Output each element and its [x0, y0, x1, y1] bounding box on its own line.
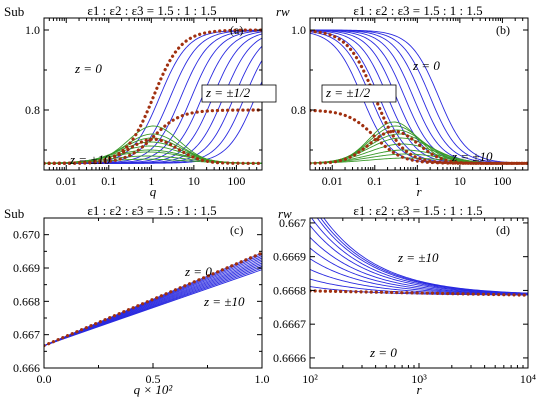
- x-tick-label: 10: [454, 174, 466, 188]
- x-tick-label: 0.1: [101, 174, 116, 188]
- x-tick-label: 10⁴: [520, 372, 536, 386]
- x-axis-label: q × 10²: [134, 382, 174, 397]
- x-axis-label: r: [416, 382, 422, 397]
- plot-area-b: [310, 29, 528, 165]
- series-line-z0: [44, 251, 262, 348]
- series-line-hump: [310, 129, 528, 165]
- y-tick-label: 0.667: [13, 328, 40, 342]
- panel-letter: (a): [230, 23, 243, 37]
- y-tick-label: 0.667: [279, 216, 306, 230]
- annotation-label: z = ±10: [451, 149, 493, 164]
- y-tick-label: 0.668: [13, 294, 40, 308]
- y-axis-label: rw: [278, 206, 292, 221]
- panel-letter: (c): [230, 223, 243, 237]
- plot-area-c: [44, 251, 262, 348]
- panel-title: ε1 : ε2 : ε3 = 1.5 : 1 : 1.5: [353, 3, 482, 18]
- annotation-label: z = ±1/2: [325, 85, 371, 100]
- y-tick-label: 1.0: [291, 23, 306, 37]
- panel-c: 0.0 0.5 1.0 0.666 0.667 0.668 0.669 0.670 ε1 : ε…: [4, 203, 270, 397]
- y-tick-label: 0.670: [13, 228, 40, 242]
- x-tick-label: 100: [227, 174, 245, 188]
- x-tick-label: 1: [148, 174, 154, 188]
- series-line-blue: [310, 29, 528, 164]
- y-tick-label: 0.6669: [273, 250, 306, 264]
- series-line-hump: [44, 137, 262, 165]
- series-line-blue: [310, 225, 528, 295]
- y-tick-label: 0.6666: [273, 351, 306, 365]
- plot-area-a: [44, 28, 262, 165]
- panel-title: ε1 : ε2 : ε3 = 1.5 : 1 : 1.5: [87, 203, 216, 218]
- annotation-box: [201, 84, 277, 103]
- y-tick-label: 0.669: [13, 261, 40, 275]
- x-tick-label: 100: [493, 174, 511, 188]
- panel-letter: (d): [496, 223, 510, 237]
- x-tick-label: 10: [188, 174, 200, 188]
- annotation-label: z = ±10: [203, 294, 245, 309]
- series-line-zhalf: [310, 108, 528, 165]
- annotation-box: [321, 84, 397, 103]
- panel-d: 10² 10³ 10⁴ 0.6666 0.6667 0.6668 0.6669 0.667 ε1…: [273, 203, 536, 397]
- x-tick-label: 10³: [411, 372, 427, 386]
- y-axis-label: Sub: [4, 4, 24, 19]
- plot-area-d: [310, 218, 528, 297]
- x-tick-label: 10²: [302, 372, 318, 386]
- annotation-label: z = 0: [184, 264, 212, 279]
- y-tick-label: 0.6668: [273, 283, 306, 297]
- x-tick-label: 0.01: [56, 174, 77, 188]
- axes-frame: [43, 217, 263, 369]
- series-line-blue: [44, 269, 262, 347]
- y-tick-label: 0.8: [291, 103, 306, 117]
- y-tick-label: 1.0: [25, 23, 40, 37]
- y-tick-label: 0.666: [13, 361, 40, 375]
- panel-title: ε1 : ε2 : ε3 = 1.5 : 1 : 1.5: [353, 203, 482, 218]
- panel-a: 0.01 0.1 1 10 100 0.8 1.0 ε1 : ε2 : ε3 = 1.5 : …: [4, 3, 277, 199]
- x-tick-label: 0.1: [367, 174, 382, 188]
- annotation-label: z = ±1/2: [205, 85, 251, 100]
- annotation-label: z = ±10: [69, 152, 111, 167]
- x-axis-label: r: [416, 184, 422, 199]
- panel-title: ε1 : ε2 : ε3 = 1.5 : 1 : 1.5: [87, 3, 216, 18]
- y-tick-label: 0.8: [25, 103, 40, 117]
- annotation-label: z = 0: [74, 61, 102, 76]
- annotation-label: z = ±10: [397, 250, 439, 265]
- x-tick-label: 0.01: [322, 174, 343, 188]
- series-line-z0: [310, 289, 528, 297]
- x-tick-label: 1: [414, 174, 420, 188]
- y-axis-label: Sub: [4, 206, 24, 221]
- axes-frame: [309, 17, 529, 171]
- annotation-label: z = 0: [412, 58, 440, 73]
- y-axis-label: rw: [276, 4, 290, 19]
- x-tick-label: 0.0: [37, 372, 52, 386]
- x-tick-label: 0.5: [146, 372, 161, 386]
- panel-letter: (b): [496, 23, 510, 37]
- annotation-label: z = 0: [369, 345, 397, 360]
- x-axis-label: q: [150, 184, 157, 199]
- y-tick-label: 0.6667: [273, 317, 306, 331]
- panel-b: 0.01 0.1 1 10 100 0.8 1.0 ε1 : ε2 : ε3 = 1.5 : …: [276, 3, 529, 199]
- x-tick-label: 1.0: [255, 372, 270, 386]
